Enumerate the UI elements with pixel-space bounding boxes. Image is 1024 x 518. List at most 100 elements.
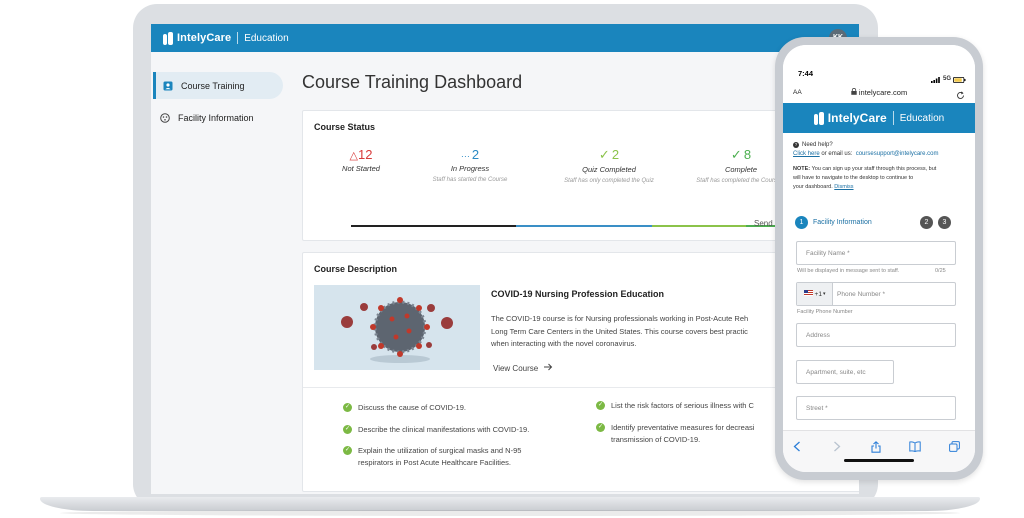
note-line: You can sign up your staff through this …	[811, 166, 937, 172]
stat-count: 2	[611, 147, 620, 162]
stat-in-progress[interactable]: ··· 2 In Progress Staff has started the C…	[410, 147, 530, 183]
check-circle-icon: ✓	[343, 446, 352, 455]
stat-label: Complete	[724, 165, 758, 174]
us-flag-icon	[803, 290, 813, 298]
covid-virus-image	[314, 285, 480, 370]
support-email-link[interactable]: coursesupport@intelycare.com	[855, 151, 939, 157]
course-description-card: Course Description C	[302, 252, 859, 492]
url-bar[interactable]: intelycare.com	[783, 87, 975, 97]
check-circle-icon: ✓	[596, 401, 605, 410]
bookmarks-icon[interactable]	[909, 441, 921, 454]
brand-name: IntelyCare	[827, 111, 887, 125]
course-title: COVID-19 Nursing Profession Education	[491, 289, 665, 299]
chevron-down-icon: ▾	[822, 291, 826, 297]
intelycare-logo-icon	[813, 111, 824, 125]
sidebar-item-label: Facility Information	[178, 112, 254, 123]
sidebar-item-course-training[interactable]: Course Training	[153, 72, 283, 99]
note-line: will have to navigate to the desktop to …	[793, 175, 914, 181]
signup-form: ? Need help? Click here or email us: cour…	[783, 133, 975, 433]
course-status-card: Course Status △12 Not Started ··· 2 In Pr…	[302, 110, 859, 241]
phone-helper: Facility Phone Number	[797, 309, 853, 315]
char-counter: 0/25	[935, 268, 946, 274]
street-input[interactable]: Street *	[796, 396, 956, 420]
progress-segment	[351, 225, 516, 227]
step-1-indicator[interactable]: 1	[795, 216, 808, 229]
phone-screen: 7:44 5G AA intelycare.com IntelyCare Edu…	[783, 45, 975, 472]
stat-label: In Progress	[450, 164, 490, 173]
progress-segment	[516, 225, 652, 227]
country-code-select[interactable]: +1 ▾	[797, 283, 833, 305]
country-code: +1	[814, 290, 822, 298]
stat-quiz-completed[interactable]: ✓ 2 Quiz Completed Staff has only complet…	[549, 147, 669, 184]
view-course-link[interactable]: View Course	[493, 363, 553, 373]
brand-divider	[892, 111, 894, 125]
card-divider	[303, 387, 859, 388]
phone-app-header: IntelyCare Education	[783, 103, 975, 133]
sidebar-item-facility-information[interactable]: Facility Information	[153, 104, 283, 131]
objective-text: Identify preventative measures for decre…	[611, 423, 755, 432]
network-label: 5G	[943, 76, 952, 82]
objective-item: ✓ Describe the clinical manifestations w…	[343, 424, 529, 436]
objective-item: ✓ Explain the utilization of surgical ma…	[343, 445, 521, 468]
card-title: Course Status	[314, 122, 376, 132]
note-label: NOTE:	[793, 166, 811, 172]
stat-not-started[interactable]: △12 Not Started	[301, 147, 421, 173]
step-label: Facility Information	[813, 219, 872, 226]
view-course-label: View Course	[493, 363, 539, 373]
description-line: Long Term Care Centers in the United Sta…	[491, 326, 748, 336]
clock: 7:44	[798, 69, 814, 78]
progress-segment	[652, 225, 746, 227]
step-3-indicator[interactable]: 3	[938, 216, 951, 229]
brand-divider	[237, 32, 239, 44]
objective-text: transmission of COVID-19.	[611, 434, 701, 444]
phone-placeholder: Phone Number *	[837, 290, 886, 298]
check-circle-icon: ✓	[343, 403, 352, 412]
stat-label: Quiz Completed	[582, 165, 636, 174]
objective-item: ✓ List the risk factors of serious illne…	[596, 400, 754, 412]
stat-label: Not Started	[342, 164, 380, 173]
objective-text: Explain the utilization of surgical mask…	[358, 446, 522, 455]
send-button[interactable]: Send	[754, 219, 773, 228]
facility-name-input[interactable]: Facility Name *	[796, 241, 956, 265]
stat-complete[interactable]: ✓ 8 Complete Staff has completed the Cour…	[681, 147, 801, 184]
battery-icon	[953, 70, 966, 88]
page-title: Course Training Dashboard	[302, 72, 523, 92]
check-circle-icon: ✓	[343, 425, 352, 434]
description-line: The COVID-19 course is for Nursing profe…	[491, 314, 749, 323]
text-size-button[interactable]: AA	[793, 89, 802, 96]
status-icons: 5G	[931, 70, 966, 88]
stat-count: 2	[471, 147, 480, 162]
tabs-icon[interactable]	[949, 441, 960, 454]
help-circle-icon: ?	[793, 142, 799, 148]
card-title: Course Description	[314, 264, 398, 274]
reload-icon[interactable]	[956, 87, 965, 105]
apartment-input[interactable]: Apartment, suite, etc	[796, 360, 894, 384]
stat-count: 12	[358, 147, 373, 162]
laptop-shadow	[60, 510, 960, 516]
intelycare-logo-icon	[163, 31, 173, 45]
course-description: The COVID-19 course is for Nursing profe…	[491, 313, 748, 351]
objective-text: List the risk factors of serious illness…	[611, 401, 754, 410]
facility-icon	[160, 112, 170, 123]
home-indicator	[844, 459, 914, 462]
share-icon[interactable]	[871, 441, 881, 455]
check-icon: ✓	[598, 147, 610, 162]
dismiss-link[interactable]: Dismiss	[834, 184, 854, 190]
person-badge-icon	[163, 81, 173, 91]
stat-note: Staff has completed the Course A	[696, 178, 786, 184]
back-icon[interactable]	[793, 441, 801, 454]
objective-text: Describe the clinical manifestations wit…	[358, 425, 530, 434]
brand-product: Education	[899, 112, 945, 124]
signal-icon	[931, 70, 941, 88]
stat-note: Staff has started the Course	[432, 177, 508, 183]
step-2-indicator[interactable]: 2	[920, 216, 933, 229]
brand-name: IntelyCare	[177, 32, 232, 44]
help-link[interactable]: Click here	[793, 151, 820, 157]
phone-number-input[interactable]: +1 ▾ Phone Number *	[796, 282, 956, 306]
lock-icon	[851, 87, 857, 97]
objective-text: Discuss the cause of COVID-19.	[358, 403, 466, 412]
objective-text: respirators in Post Acute Healthcare Fac…	[358, 457, 511, 467]
address-input[interactable]: Address	[796, 323, 956, 347]
forward-icon[interactable]	[833, 441, 841, 454]
